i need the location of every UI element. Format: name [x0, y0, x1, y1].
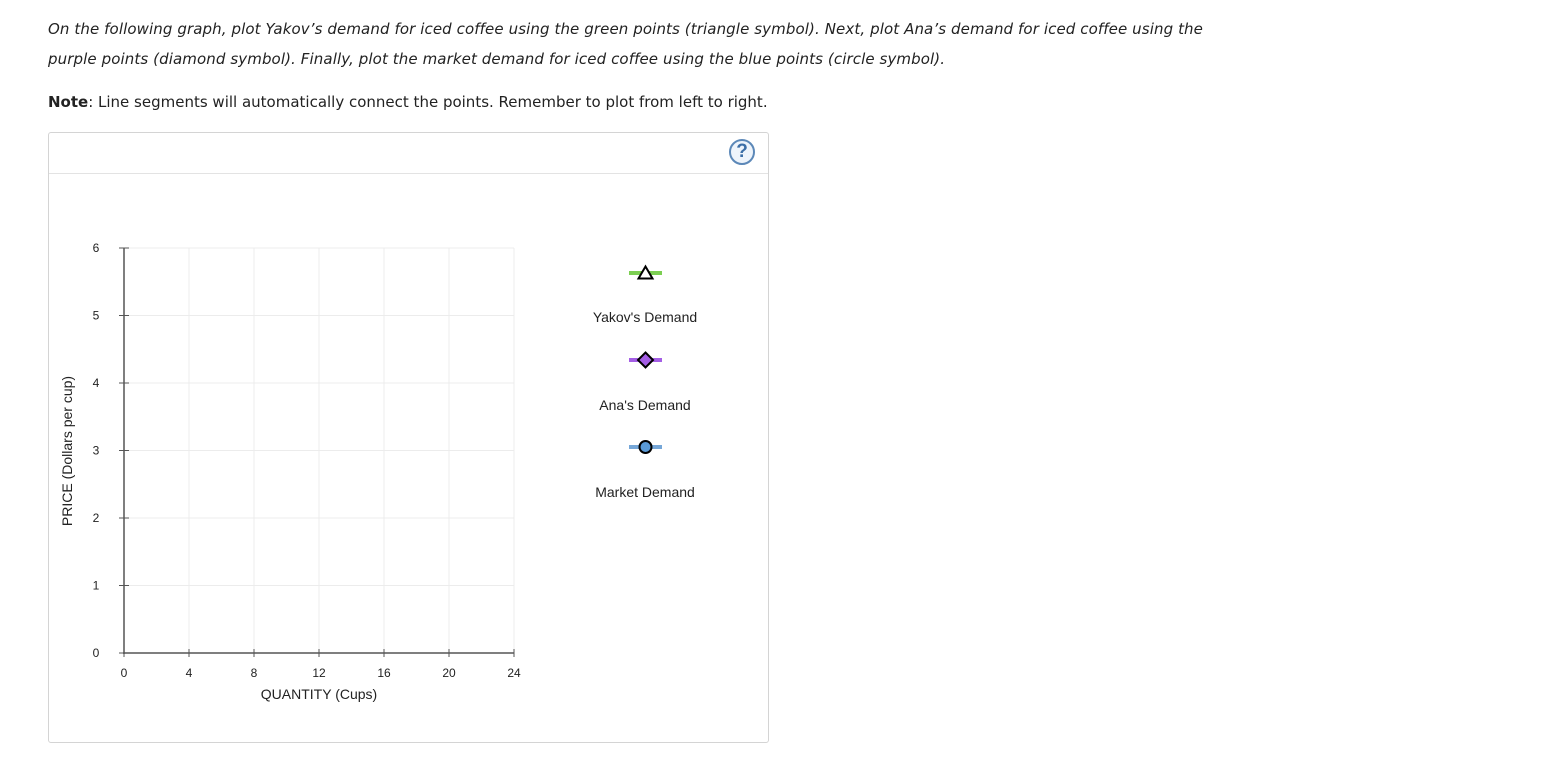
note-label: Note — [48, 93, 89, 111]
legend-label-market: Market Demand — [595, 484, 695, 500]
yakov-demand-tool[interactable] — [629, 264, 662, 280]
panel-header — [49, 133, 768, 174]
x-axis-title: QUANTITY (Cups) — [261, 686, 377, 702]
legend-label-yakov: Yakov's Demand — [592, 309, 698, 325]
circle-icon — [638, 440, 653, 454]
note-text: Note: Line segments will automatically c… — [48, 88, 768, 116]
y-tick-label: 5 — [93, 309, 100, 323]
note-body: : Line segments will automatically conne… — [88, 93, 768, 111]
y-tick-label: 4 — [93, 376, 100, 390]
x-tick-label: 16 — [377, 666, 391, 680]
x-tick-label: 20 — [442, 666, 456, 680]
y-tick-label: 6 — [93, 241, 100, 255]
diamond-icon — [636, 351, 655, 369]
help-button[interactable]: ? — [729, 139, 755, 165]
triangle-icon — [636, 264, 655, 280]
legend-label-ana: Ana's Demand — [599, 397, 691, 413]
x-tick-label: 0 — [121, 666, 128, 680]
market-demand-tool[interactable] — [629, 440, 662, 454]
graph-panel: ? 0 4 8 12 16 20 24 0 1 2 3 4 5 6 QUANTITY (Cups) PRI… — [48, 132, 769, 743]
y-tick-label: 1 — [93, 579, 100, 593]
grid-layer — [124, 247, 515, 653]
y-tick-label: 2 — [93, 511, 100, 525]
y-axis-title: PRICE (Dollars per cup) — [59, 376, 75, 526]
x-tick-label: 12 — [312, 666, 326, 680]
y-tick-label: 0 — [93, 646, 100, 660]
instructions-text: On the following graph, plot Yakov’s dem… — [48, 20, 1203, 68]
ana-demand-tool[interactable] — [629, 351, 662, 369]
x-tick-label: 24 — [507, 666, 521, 680]
y-tick-label: 3 — [93, 444, 100, 458]
x-tick-label: 4 — [186, 666, 193, 680]
x-tick-label: 8 — [251, 666, 258, 680]
